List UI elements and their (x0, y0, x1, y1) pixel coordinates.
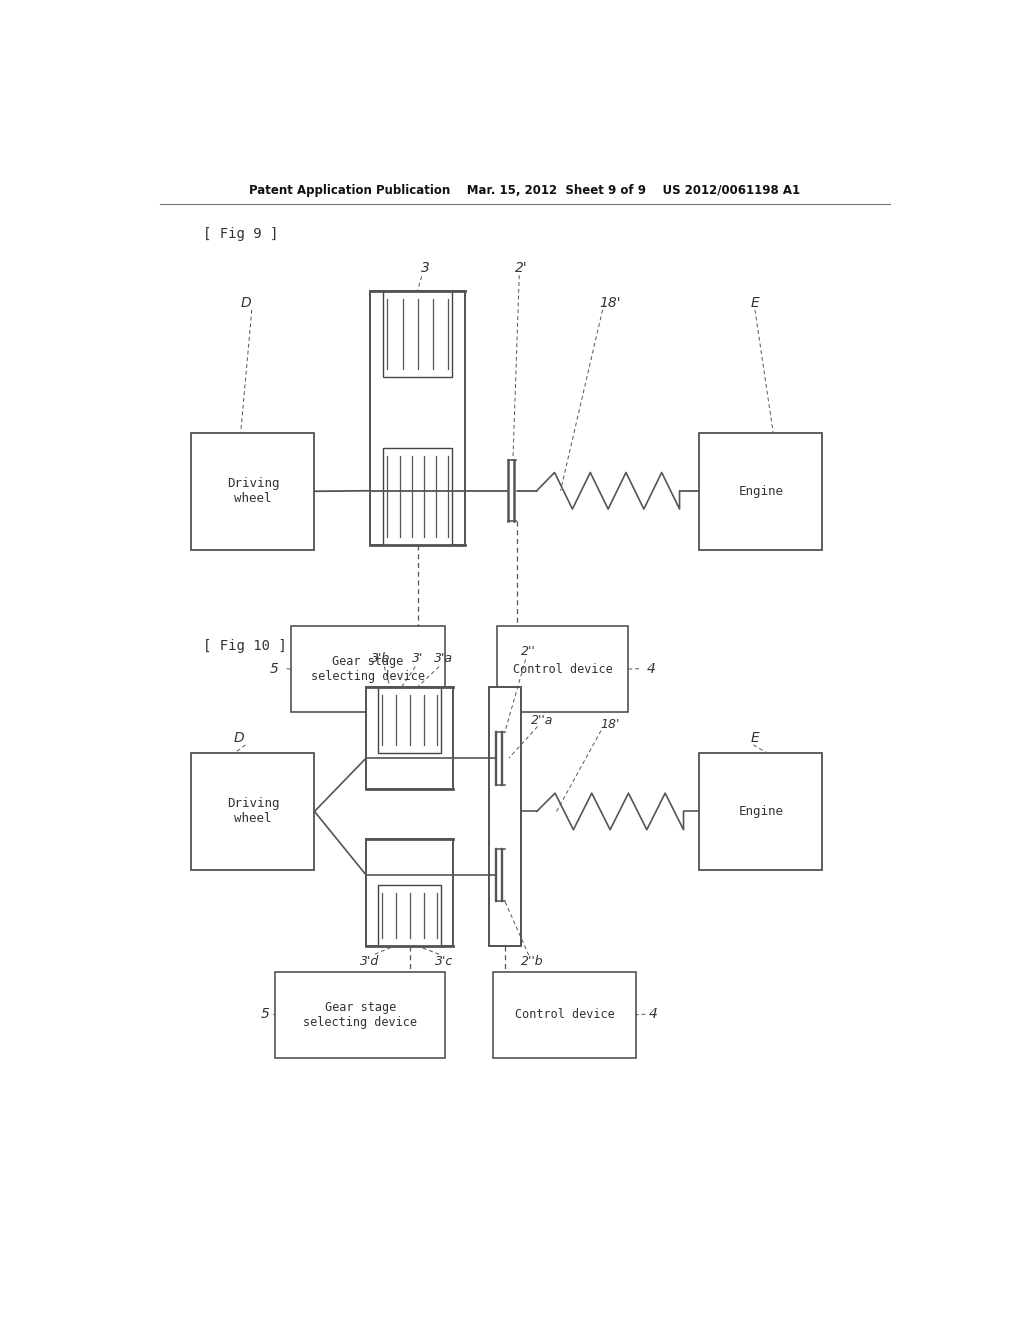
Bar (274, 972, 445, 1057)
Text: 3'a: 3'a (434, 652, 454, 665)
Bar (191, 433, 314, 549)
Text: Engine: Engine (738, 484, 783, 498)
Text: 5: 5 (261, 1007, 269, 1022)
Text: Gear stage
selecting device: Gear stage selecting device (311, 655, 425, 684)
Bar (367, 840, 454, 946)
Text: 3': 3' (412, 652, 423, 665)
Text: 2''a: 2''a (531, 714, 553, 727)
Text: D: D (233, 731, 245, 744)
Text: [ Fig 9 ]: [ Fig 9 ] (204, 227, 279, 240)
Text: 3'd: 3'd (360, 954, 380, 968)
Text: 2'': 2'' (521, 645, 537, 657)
Bar (378, 886, 441, 946)
Text: D: D (241, 296, 251, 310)
Text: Patent Application Publication    Mar. 15, 2012  Sheet 9 of 9    US 2012/0061198: Patent Application Publication Mar. 15, … (249, 185, 801, 198)
Bar (367, 686, 454, 788)
Text: E: E (751, 731, 760, 744)
Bar (291, 626, 445, 713)
Bar (370, 290, 465, 545)
Text: 3: 3 (421, 261, 430, 275)
Bar (494, 972, 636, 1057)
Text: 18': 18' (600, 296, 622, 310)
Bar (191, 752, 314, 870)
Text: Control device: Control device (513, 663, 612, 676)
Text: Driving
wheel: Driving wheel (226, 797, 280, 825)
Text: 3'c: 3'c (435, 954, 453, 968)
Text: [ Fig 10 ]: [ Fig 10 ] (204, 639, 287, 653)
Bar (497, 626, 628, 713)
Bar (489, 686, 521, 946)
Text: Control device: Control device (515, 1008, 614, 1022)
Bar (378, 686, 441, 752)
Bar (699, 433, 822, 549)
Text: 2''b: 2''b (521, 954, 544, 968)
Bar (383, 447, 452, 545)
Bar (383, 290, 452, 378)
Text: 4: 4 (649, 1007, 657, 1022)
Text: Driving
wheel: Driving wheel (226, 478, 280, 506)
Text: 2': 2' (515, 261, 528, 275)
Text: 5: 5 (270, 661, 279, 676)
Text: E: E (751, 296, 760, 310)
Text: 3'b: 3'b (371, 652, 390, 665)
Bar (699, 752, 822, 870)
Text: Engine: Engine (738, 805, 783, 818)
Text: Gear stage
selecting device: Gear stage selecting device (303, 1001, 417, 1028)
Text: 18': 18' (601, 718, 621, 731)
Text: 4: 4 (647, 661, 656, 676)
